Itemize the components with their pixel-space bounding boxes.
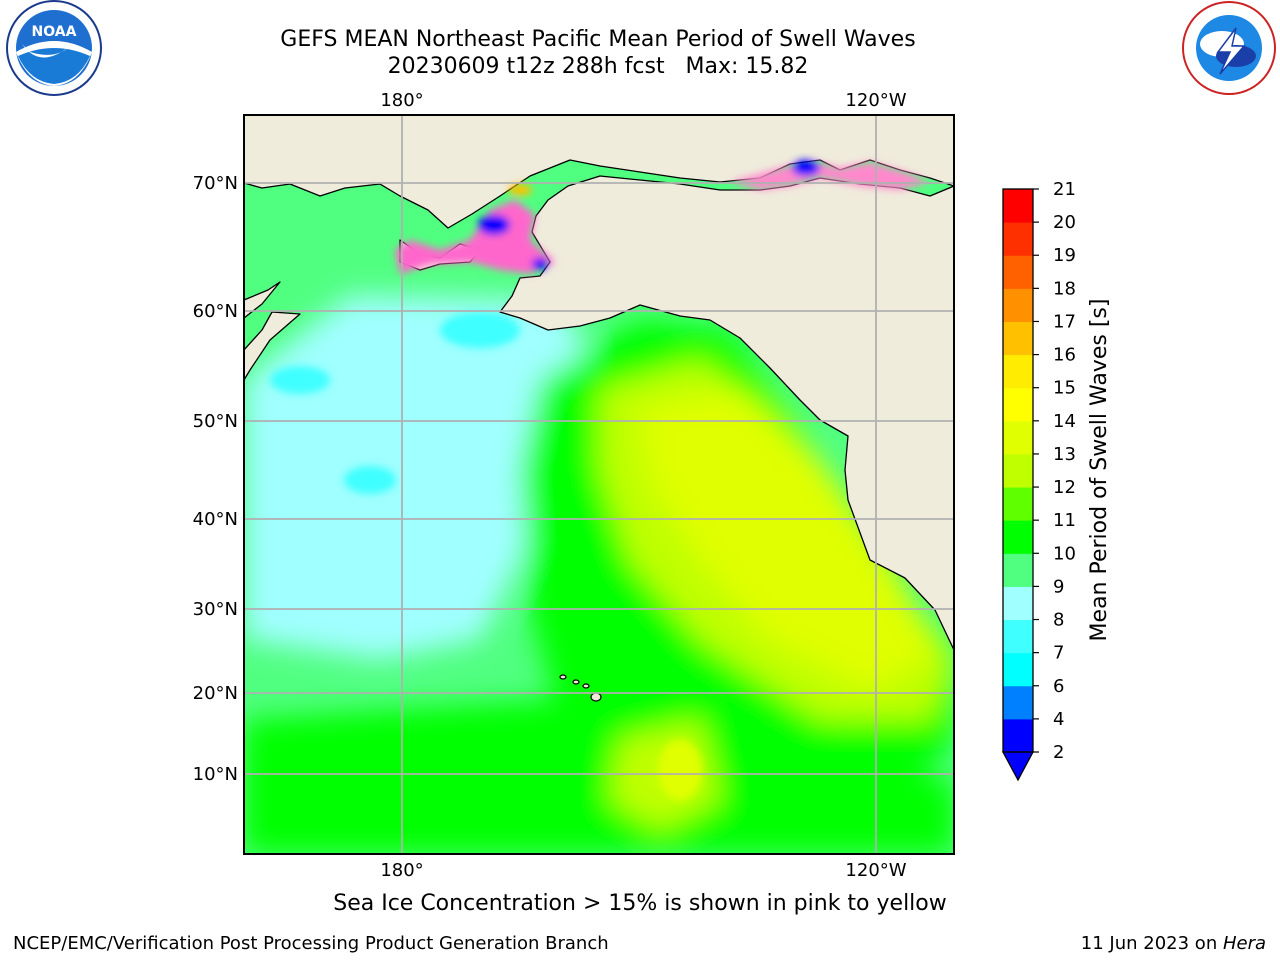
colorbar-block — [1003, 685, 1033, 720]
colorbar-tick-label: 7 — [1053, 643, 1064, 664]
colorbar-block — [1003, 520, 1033, 554]
lon-label-120w-bottom: 120°W — [845, 860, 906, 881]
colorbar-block — [1003, 387, 1033, 422]
lat-label-30n: 30°N — [193, 599, 238, 620]
nws-logo — [1182, 1, 1276, 95]
lat-label-50n: 50°N — [193, 411, 238, 432]
map-plot: 180° 120°W 180° 120°W 70°N 60°N 50°N 40°… — [193, 90, 955, 881]
colorbar-block — [1003, 652, 1033, 687]
colorbar-tick-label: 18 — [1053, 278, 1076, 299]
colorbar-tick-label: 15 — [1053, 378, 1076, 399]
lon-label-120w-top: 120°W — [845, 90, 906, 111]
colorbar-tick-label: 2 — [1053, 742, 1064, 763]
noaa-logo-text: NOAA — [32, 24, 77, 40]
colorbar-tick-label: 12 — [1053, 477, 1076, 498]
lon-label-180-top: 180° — [380, 90, 423, 111]
lat-label-40n: 40°N — [193, 509, 238, 530]
colorbar-block — [1003, 553, 1033, 587]
colorbar-tick-label: 21 — [1053, 179, 1076, 200]
colorbar-tick-label: 8 — [1053, 610, 1064, 631]
colorbar-tick-label: 17 — [1053, 311, 1076, 332]
noaa-logo: NOAA — [6, 0, 102, 96]
credit-host: Hera — [1222, 933, 1266, 954]
colorbar-tick-label: 14 — [1053, 411, 1076, 432]
sea-ice-note: Sea Ice Concentration > 15% is shown in … — [333, 891, 947, 916]
colorbar-block — [1003, 255, 1033, 289]
colorbar-tick-label: 9 — [1053, 576, 1064, 597]
colorbar-block — [1003, 321, 1033, 356]
lat-label-10n: 10°N — [193, 764, 238, 785]
colorbar-block — [1003, 619, 1033, 654]
colorbar-block — [1003, 453, 1033, 488]
colorbar-block — [1003, 718, 1033, 753]
colorbar-tick-label: 4 — [1053, 709, 1064, 730]
colorbar-block — [1003, 354, 1033, 389]
colorbar-tick-label: 20 — [1053, 212, 1076, 233]
colorbar-block — [1003, 586, 1033, 621]
title-line-2: 20230609 t12z 288h fcst Max: 15.82 — [387, 54, 809, 79]
colorbar-label: Mean Period of Swell Waves [s] — [1087, 299, 1112, 642]
colorbar-tick-label: 16 — [1053, 345, 1076, 366]
colorbar-block — [1003, 420, 1033, 455]
colorbar-block — [1003, 189, 1033, 223]
title-line-1: GEFS MEAN Northeast Pacific Mean Period … — [280, 27, 916, 52]
colorbar-tick-label: 11 — [1053, 510, 1076, 531]
credit-right: 11 Jun 2023 on Hera — [1081, 933, 1266, 954]
colorbar-tick-label: 10 — [1053, 543, 1076, 564]
colorbar-block — [1003, 222, 1033, 256]
lat-label-20n: 20°N — [193, 683, 238, 704]
colorbar-tick-label: 6 — [1053, 676, 1064, 697]
colorbar-block — [1003, 487, 1033, 521]
lat-label-60n: 60°N — [193, 301, 238, 322]
credit-date: 11 Jun 2023 on — [1080, 933, 1223, 954]
colorbar-block — [1003, 288, 1033, 322]
lat-label-70n: 70°N — [193, 173, 238, 194]
colorbar: 2 4 6 7 8 9 10 11 12 13 14 15 16 17 18 19 20 21 Mean Peri… — [1001, 179, 1112, 782]
colorbar-tick-label: 19 — [1053, 245, 1076, 266]
colorbar-extend-triangle — [1001, 751, 1035, 782]
colorbar-tick-label: 13 — [1053, 444, 1076, 465]
lon-label-180-bottom: 180° — [380, 860, 423, 881]
credit-left: NCEP/EMC/Verification Post Processing Pr… — [13, 933, 609, 954]
